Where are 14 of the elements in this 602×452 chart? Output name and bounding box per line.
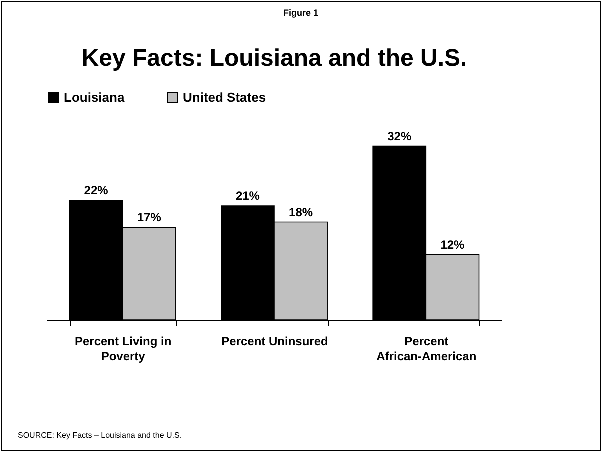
data-label: 18% — [289, 205, 314, 220]
chart-title: Key Facts: Louisiana and the U.S. — [82, 45, 468, 72]
data-label: 17% — [137, 210, 162, 225]
data-label: 22% — [84, 184, 109, 198]
data-label: 21% — [236, 189, 260, 203]
legend-label: Louisiana — [64, 90, 126, 105]
x-tick-label: Percent Living in Poverty — [74, 334, 172, 364]
x-tick-label: Percent Uninsured — [222, 334, 328, 348]
data-label: 32% — [388, 129, 412, 144]
source-note: SOURCE: Key Facts – Louisiana and the U.S. — [18, 431, 182, 440]
legend-label: United States — [183, 90, 266, 105]
x-tick-label: Percent African-American — [376, 334, 477, 364]
caption: Figure 1 — [282, 8, 320, 18]
data-label: 12% — [440, 238, 466, 252]
